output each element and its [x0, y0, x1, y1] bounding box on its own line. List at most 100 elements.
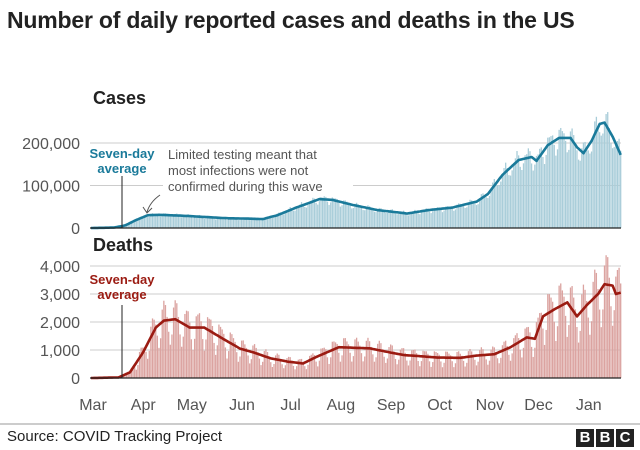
deaths-daily-bar: [218, 324, 220, 378]
cases-daily-bar: [213, 218, 215, 228]
deaths-daily-bar: [385, 362, 387, 378]
cases-daily-bar: [249, 220, 251, 228]
deaths-daily-bar: [488, 360, 491, 378]
deaths-daily-bar: [304, 366, 306, 378]
cases-daily-bar: [148, 216, 150, 228]
cases-daily-bar: [177, 215, 180, 228]
cases-daily-bar: [477, 204, 479, 228]
deaths-daily-bar: [490, 349, 492, 378]
deaths-daily-bar: [586, 301, 588, 378]
deaths-daily-bar: [579, 330, 581, 378]
cases-daily-bar: [564, 140, 567, 228]
cases-daily-bar: [168, 216, 170, 228]
deaths-daily-bar: [163, 300, 165, 378]
cases-daily-bar: [279, 213, 282, 228]
deaths-daily-bar: [530, 346, 533, 378]
deaths-daily-bar: [503, 341, 505, 378]
cases-daily-bar: [488, 195, 491, 228]
cases-daily-bar: [440, 209, 442, 228]
cases-daily-bar: [375, 212, 377, 228]
deaths-daily-bar: [242, 340, 244, 378]
deaths-daily-bar: [602, 309, 604, 378]
cases-daily-bar: [378, 207, 380, 228]
deaths-daily-bar: [404, 352, 406, 378]
cases-daily-bar: [485, 197, 487, 228]
cases-daily-bar: [166, 215, 168, 228]
cases-daily-bar: [603, 121, 606, 228]
cases-daily-bar: [252, 218, 254, 228]
cases-daily-bar: [411, 212, 413, 228]
cases-daily-bar: [524, 155, 526, 228]
deaths-daily-bar: [198, 313, 201, 378]
cases-daily-bar: [574, 142, 576, 228]
deaths-daily-bar: [354, 339, 356, 378]
deaths-daily-bar: [615, 276, 617, 378]
deaths-daily-bar: [132, 366, 134, 378]
cases-daily-bar: [190, 217, 193, 228]
deaths-daily-bar: [540, 312, 542, 378]
deaths-daily-bar: [496, 358, 499, 378]
deaths-daily-bar: [372, 354, 374, 378]
deaths-daily-bar: [339, 361, 342, 378]
deaths-daily-bar: [153, 319, 155, 378]
cases-daily-bar: [320, 197, 322, 228]
cases-daily-bar: [521, 170, 523, 228]
cases-daily-bar: [503, 168, 505, 228]
cases-daily-bar: [406, 215, 408, 228]
deaths-daily-bar: [526, 327, 528, 378]
cases-daily-bar: [339, 206, 342, 228]
deaths-daily-bar: [409, 360, 411, 378]
deaths-daily-bar: [493, 347, 495, 378]
deaths-daily-bar: [432, 362, 434, 378]
cases-daily-bar: [224, 218, 227, 228]
deaths-daily-bar: [125, 374, 128, 378]
cases-daily-bar: [560, 127, 562, 228]
cases-daily-bar: [171, 216, 173, 228]
cases-daily-bar: [458, 203, 460, 228]
deaths-daily-bar: [300, 358, 303, 378]
deaths-daily-bar: [396, 364, 398, 378]
deaths-daily-bar: [411, 350, 413, 378]
cases-daily-bar: [307, 204, 309, 228]
deaths-daily-bar: [328, 363, 330, 378]
cases-daily-bar: [385, 213, 387, 228]
deaths-daily-bar: [168, 331, 170, 378]
cases-daily-bar: [156, 215, 159, 228]
cases-daily-bar: [240, 217, 243, 228]
cases-daily-bar: [305, 207, 308, 228]
deaths-daily-bar: [407, 365, 410, 378]
deaths-daily-bar: [380, 343, 382, 378]
deaths-daily-bar: [221, 329, 223, 378]
cases-daily-bar: [218, 216, 220, 228]
deaths-daily-bar: [257, 352, 259, 378]
cases-daily-bar: [187, 214, 189, 228]
cases-daily-bar: [409, 214, 411, 228]
cases-daily-bar: [597, 126, 599, 228]
deaths-daily-bar: [229, 332, 231, 378]
deaths-daily-bar: [234, 341, 236, 378]
deaths-daily-bar: [581, 294, 583, 378]
deaths-daily-bar: [433, 351, 436, 378]
deaths-panel-title: Deaths: [93, 235, 153, 255]
deaths-daily-bar: [509, 360, 512, 378]
deaths-daily-bar: [576, 326, 578, 378]
deaths-daily-bar: [232, 338, 235, 378]
cases-daily-bar: [226, 220, 228, 228]
cases-daily-bar: [161, 214, 163, 228]
deaths-daily-bar: [341, 355, 343, 378]
cases-daily-bar: [498, 184, 500, 228]
cases-daily-bar: [127, 223, 129, 228]
deaths-daily-bar: [501, 345, 504, 378]
deaths-daily-bar: [571, 286, 573, 378]
deaths-daily-bar: [302, 361, 304, 378]
cases-daily-bar: [185, 214, 188, 228]
cases-daily-bar: [377, 209, 379, 228]
deaths-daily-bar: [239, 356, 241, 378]
cases-y-tick-label: 100,000: [22, 179, 80, 196]
deaths-daily-bar: [479, 350, 481, 378]
cases-daily-bar: [341, 205, 343, 228]
cases-daily-bar: [143, 216, 146, 228]
deaths-daily-bar: [249, 363, 251, 378]
cases-daily-bar: [584, 141, 586, 228]
cases-daily-bar: [547, 137, 549, 228]
